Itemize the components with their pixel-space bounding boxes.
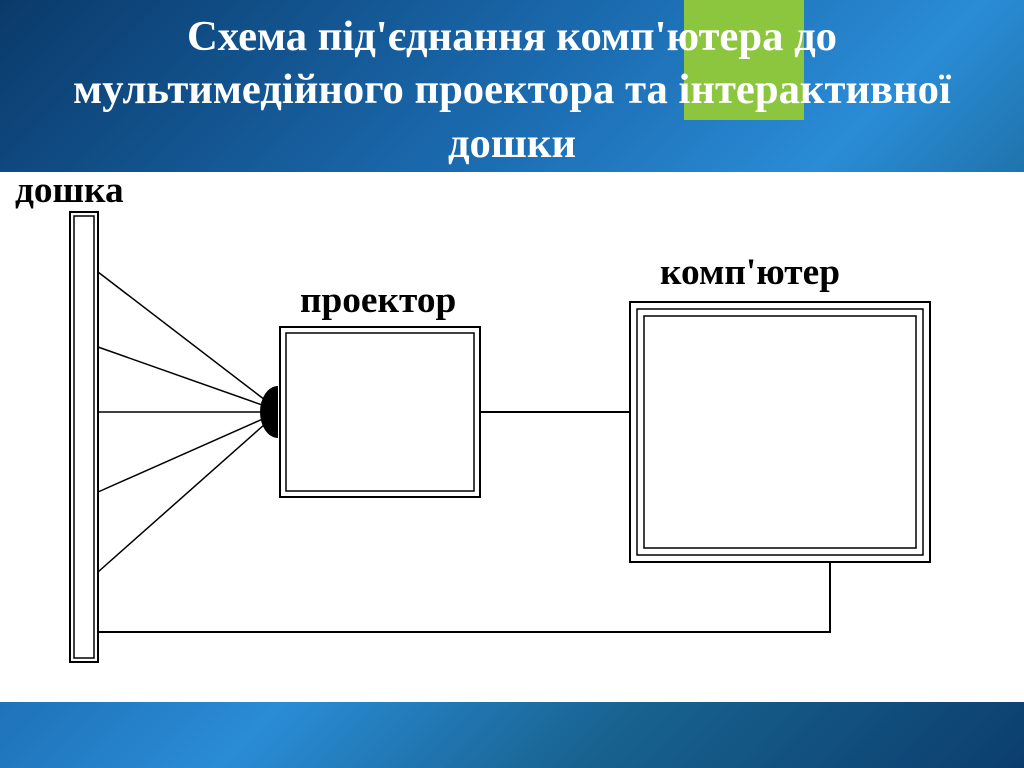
- projector-lens-icon: [260, 386, 278, 438]
- connection-diagram: дошка проектор комп'ютер: [0, 172, 1024, 702]
- label-board: дошка: [15, 172, 124, 211]
- label-projector: проектор: [300, 280, 456, 321]
- edge-projector_lens-board: [98, 418, 265, 492]
- label-computer: комп'ютер: [660, 252, 840, 293]
- slide: Схема під'єднання комп'ютера до мультиме…: [0, 0, 1024, 768]
- diagram-svg: дошка проектор комп'ютер: [0, 172, 1024, 702]
- edge-projector_lens-board: [98, 424, 265, 572]
- edge-projector_lens-board: [98, 347, 265, 406]
- node-computer: [630, 302, 930, 562]
- edge-computer-board: [84, 562, 830, 662]
- slide-title: Схема під'єднання комп'ютера до мультиме…: [0, 10, 1024, 170]
- node-projector: [280, 327, 480, 497]
- edge-projector_lens-board: [98, 272, 265, 400]
